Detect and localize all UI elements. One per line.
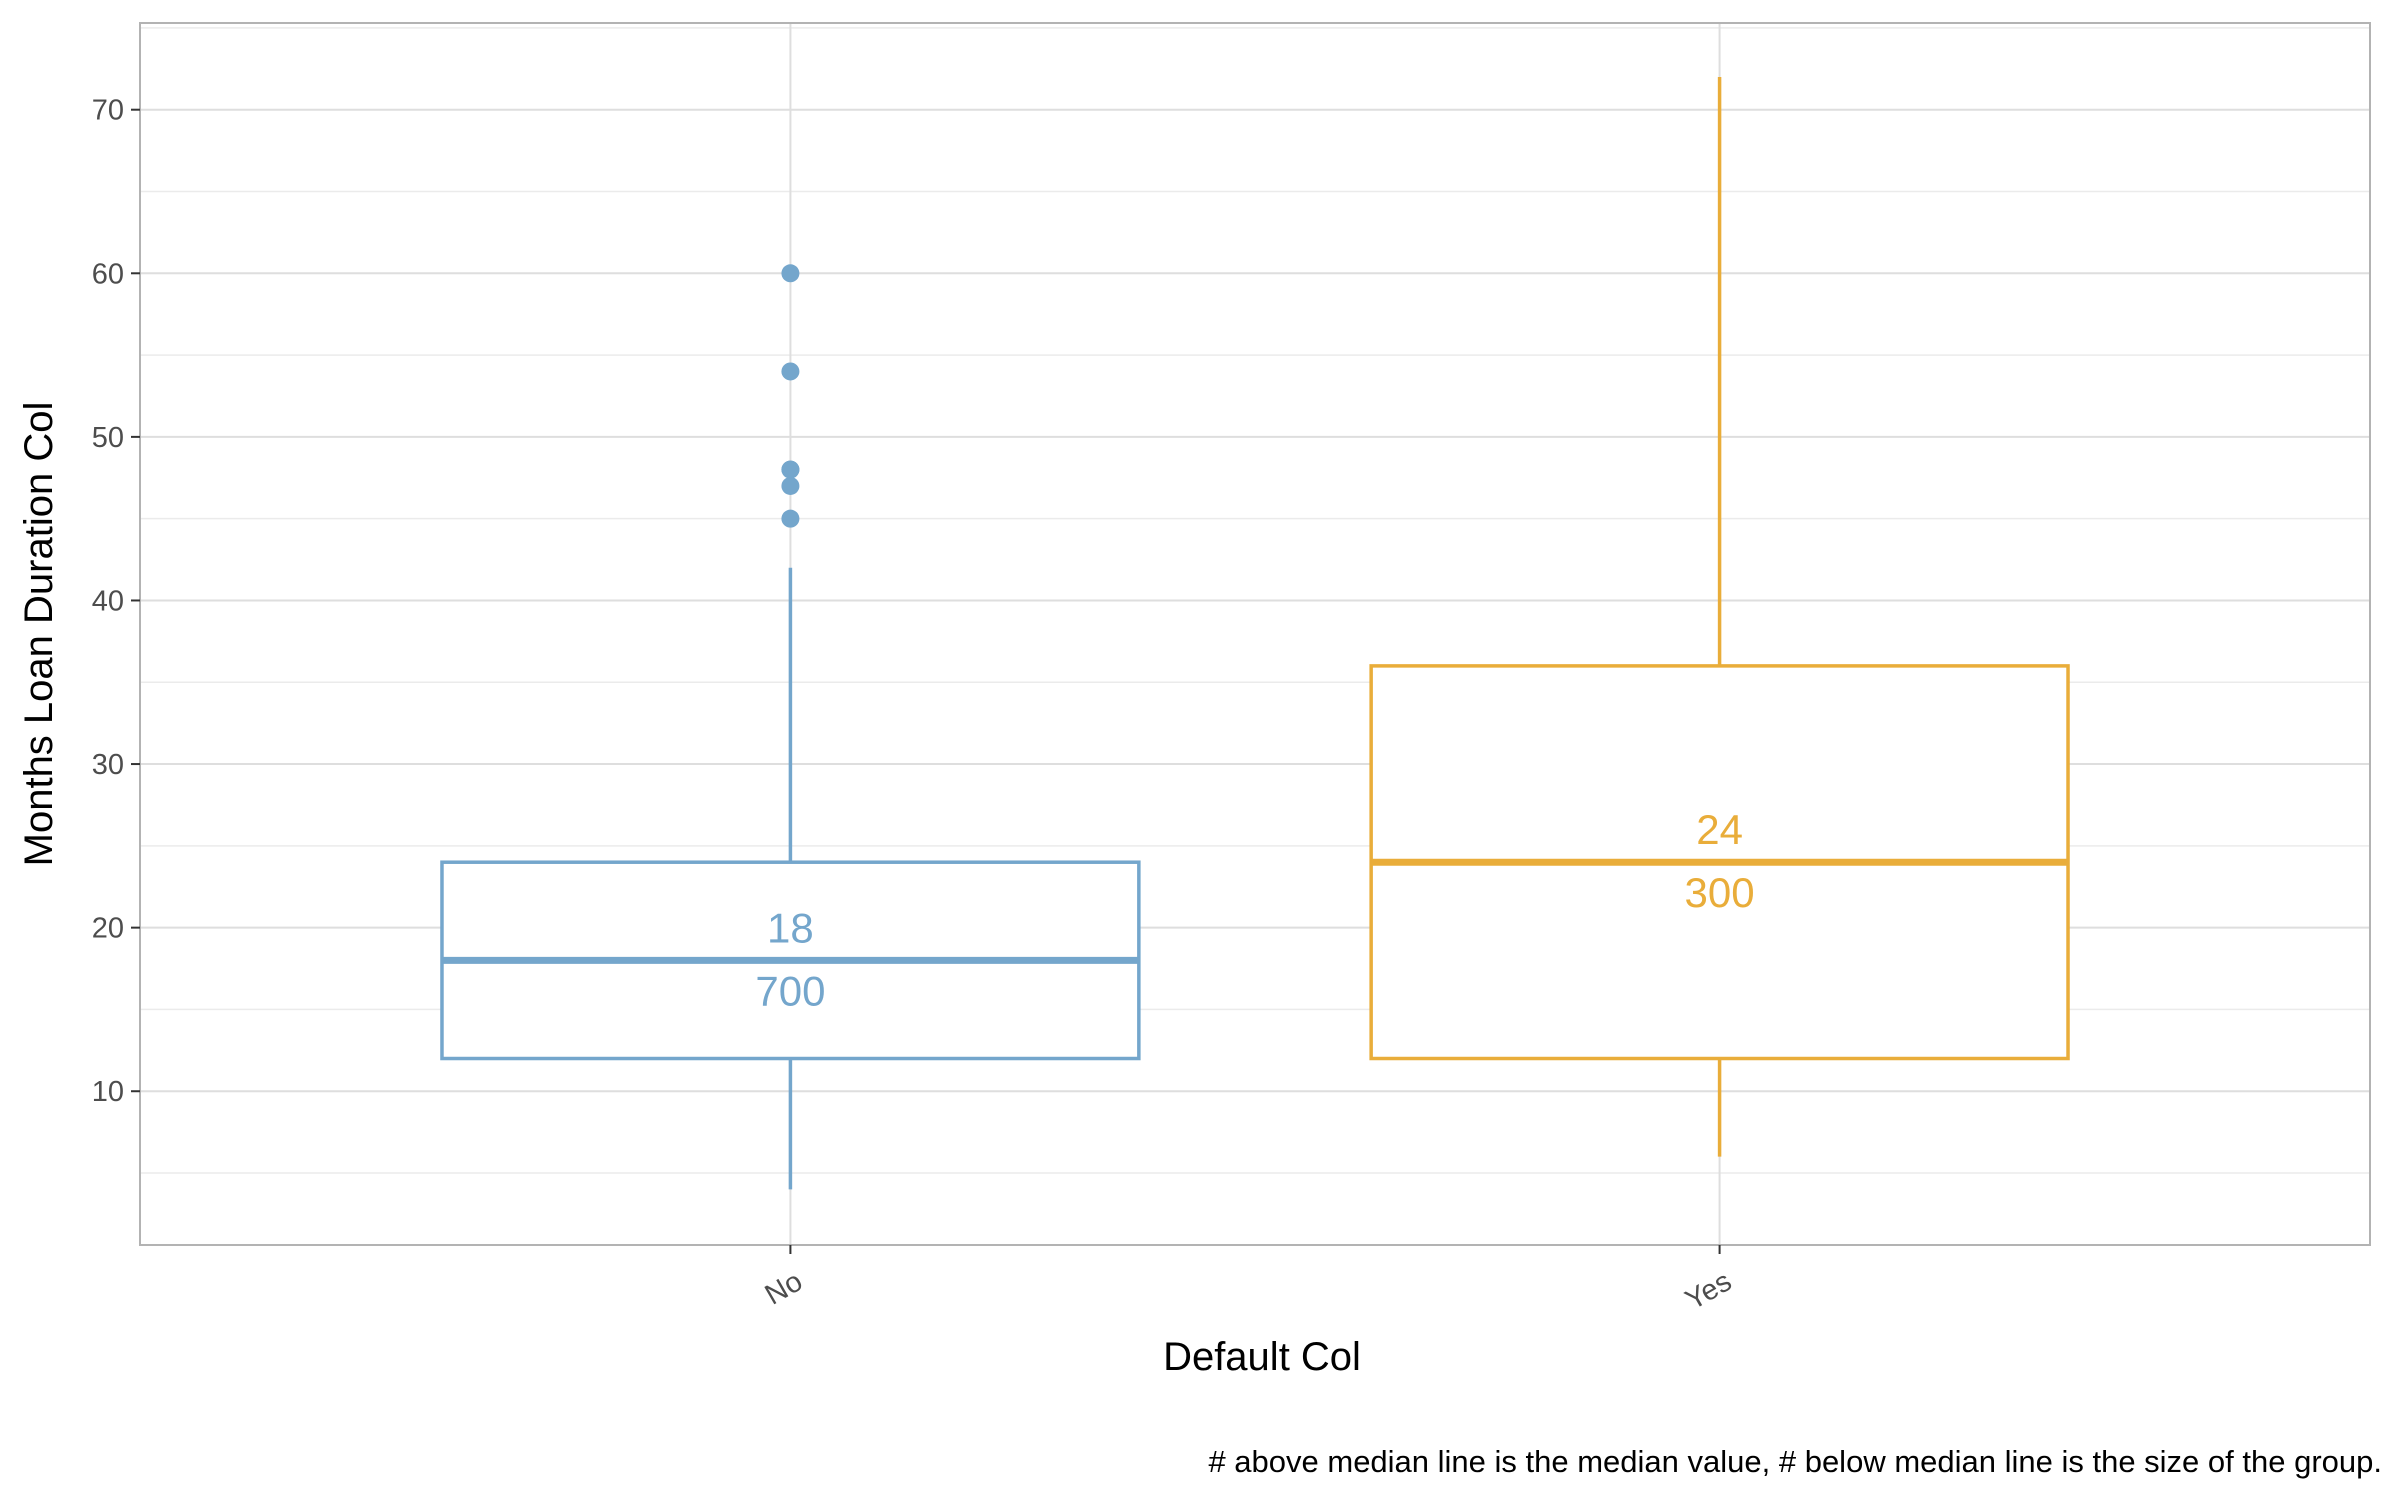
chart-caption: # above median line is the median value,… [1208, 1444, 2382, 1479]
plot-panel-border [139, 22, 2371, 1246]
y-tick-label-50: 50 [92, 422, 124, 454]
y-axis-ticks: 10 20 30 40 50 60 70 [92, 95, 140, 1108]
group-size-label-no: 700 [755, 967, 825, 1014]
outlier-point-no-3 [781, 460, 800, 479]
median-value-label-no: 18 [767, 904, 814, 951]
outlier-point-no-1 [781, 476, 800, 495]
x-tick-label-no: No [760, 1265, 808, 1311]
median-value-label-yes: 24 [1696, 806, 1743, 853]
y-tick-label-70: 70 [92, 95, 124, 127]
x-tick-label-yes: Yes [1680, 1265, 1737, 1316]
y-tick-label-10: 10 [92, 1076, 124, 1108]
x-axis-ticks: No Yes [760, 1245, 1737, 1317]
y-axis-title: Months Loan Duration Col [17, 402, 61, 867]
plot-panel-background [140, 23, 2370, 1245]
y-tick-label-60: 60 [92, 258, 124, 290]
outlier-point-no-5 [781, 264, 800, 283]
group-size-label-yes: 300 [1685, 869, 1755, 916]
outlier-point-no-0 [781, 509, 800, 528]
x-axis-title: Default Col [1163, 1335, 1361, 1379]
outlier-point-no-4 [781, 362, 800, 381]
y-tick-label-30: 30 [92, 749, 124, 781]
y-tick-label-40: 40 [92, 585, 124, 617]
y-tick-label-20: 20 [92, 913, 124, 945]
